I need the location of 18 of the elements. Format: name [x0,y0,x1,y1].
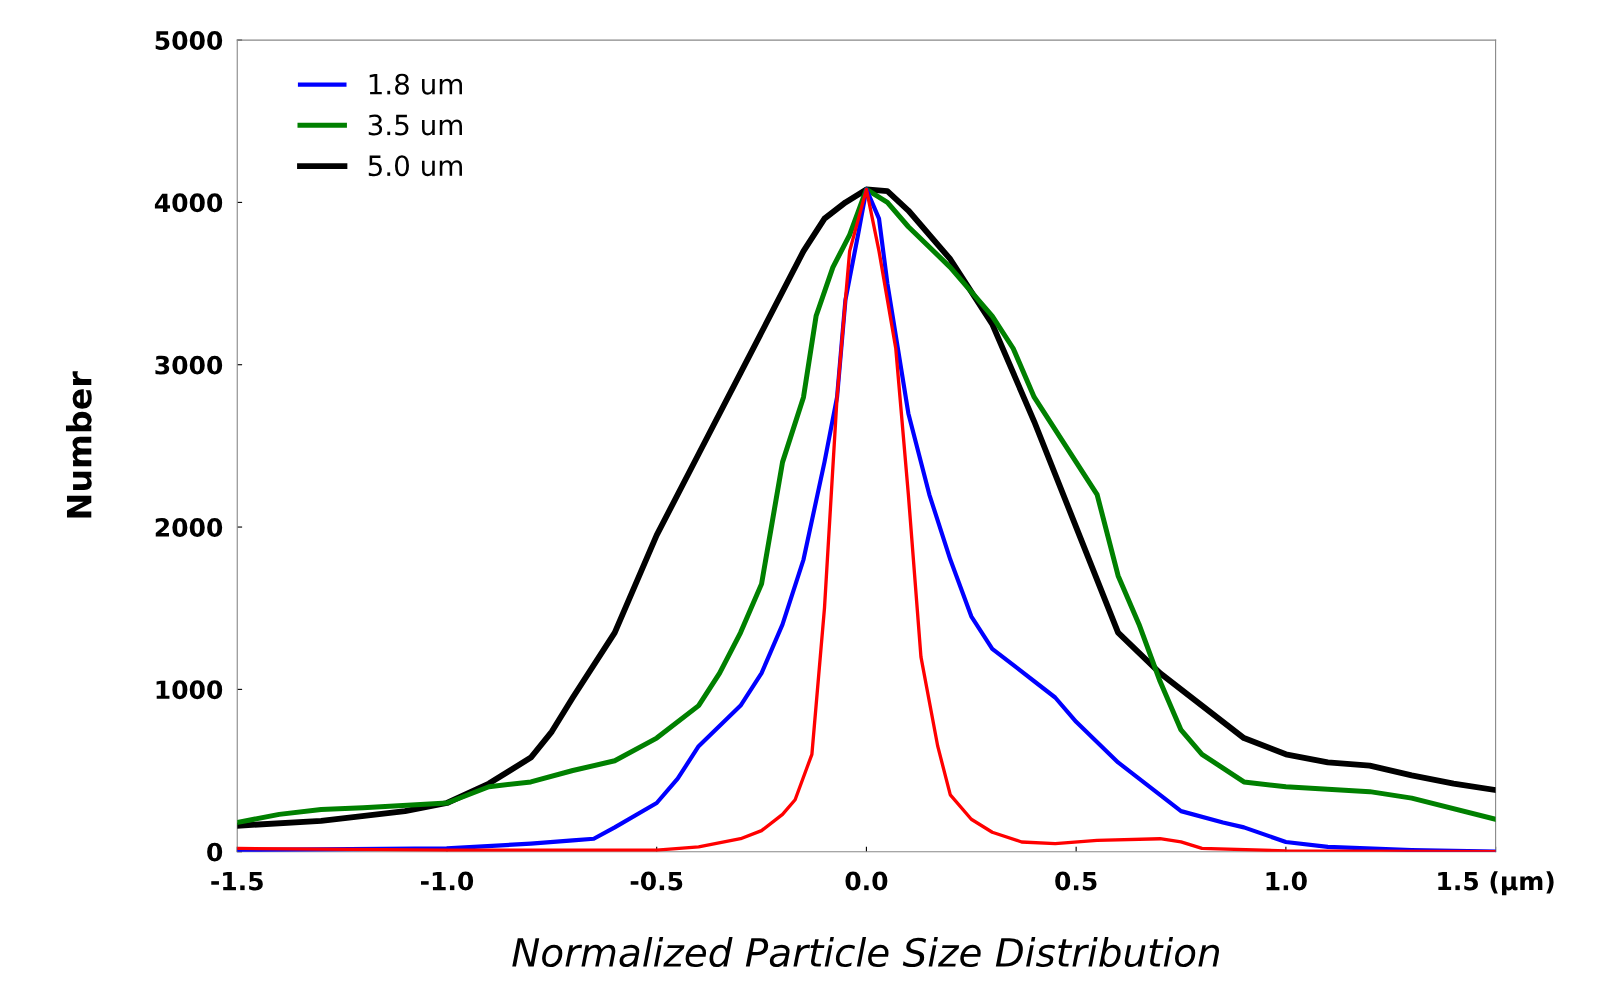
x-axis-title: Normalized Particle Size Distribution [512,937,1220,968]
x-tick-label: 1.0 [1266,871,1307,891]
y-tick-label: 3000 [155,355,223,375]
legend-label: 1.8 um [369,73,462,95]
y-tick-label: 0 [207,842,223,862]
x-tick-label: 0.5 [1055,871,1097,891]
legend-label: 5.0 um [368,155,462,177]
y-tick-label: 4000 [154,193,223,213]
y-tick-label: 5000 [155,31,223,50]
y-axis-title: Number [65,371,92,518]
x-tick-label: -0.5 [630,871,683,891]
x-tick-label: -1.0 [421,871,474,891]
x-tick-label: -1.5 [211,871,263,891]
y-tick-label: 2000 [155,518,223,537]
x-tick-label: 0.0 [845,871,888,891]
y-tick-label: 1000 [156,680,223,700]
x-tick-label: 1.5 (µm) [1438,871,1554,896]
legend-label: 3.5 um [368,114,462,136]
